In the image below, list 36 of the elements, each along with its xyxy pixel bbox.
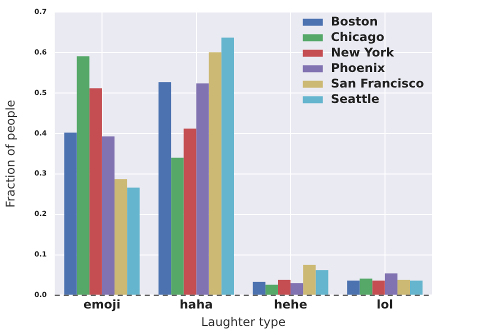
bar xyxy=(196,83,209,295)
bar xyxy=(76,56,90,295)
x-tick-label: haha xyxy=(180,298,213,312)
bar xyxy=(290,283,304,295)
bar xyxy=(221,38,234,295)
legend-label: Boston xyxy=(330,14,378,28)
bar xyxy=(89,88,102,295)
x-tick-label: hehe xyxy=(274,298,308,312)
legend-label: San Francisco xyxy=(330,76,424,90)
bar xyxy=(265,284,278,295)
bar xyxy=(102,136,115,295)
bar xyxy=(384,273,398,295)
bar xyxy=(127,188,140,295)
bar xyxy=(171,158,184,295)
legend-label: Phoenix xyxy=(330,60,386,75)
legend-label: Chicago xyxy=(330,30,384,44)
legend-label: Seattle xyxy=(330,92,380,106)
bar xyxy=(372,280,385,295)
bar xyxy=(303,264,316,295)
bar xyxy=(64,132,77,295)
bar xyxy=(252,282,266,295)
y-axis-title: Fraction of people xyxy=(3,100,18,208)
bar xyxy=(208,52,222,295)
x-tick-label: lol xyxy=(376,298,394,312)
legend-label: New York xyxy=(330,45,396,60)
x-axis-title: Laughter type xyxy=(201,314,286,329)
x-tick-label: emoji xyxy=(83,298,121,312)
bar xyxy=(158,82,172,295)
bar xyxy=(360,278,372,295)
bar xyxy=(278,280,291,295)
bar xyxy=(347,280,360,295)
bar xyxy=(114,179,128,295)
bar xyxy=(397,280,410,295)
bar xyxy=(410,280,423,295)
bar xyxy=(316,270,328,295)
bar xyxy=(184,128,196,295)
